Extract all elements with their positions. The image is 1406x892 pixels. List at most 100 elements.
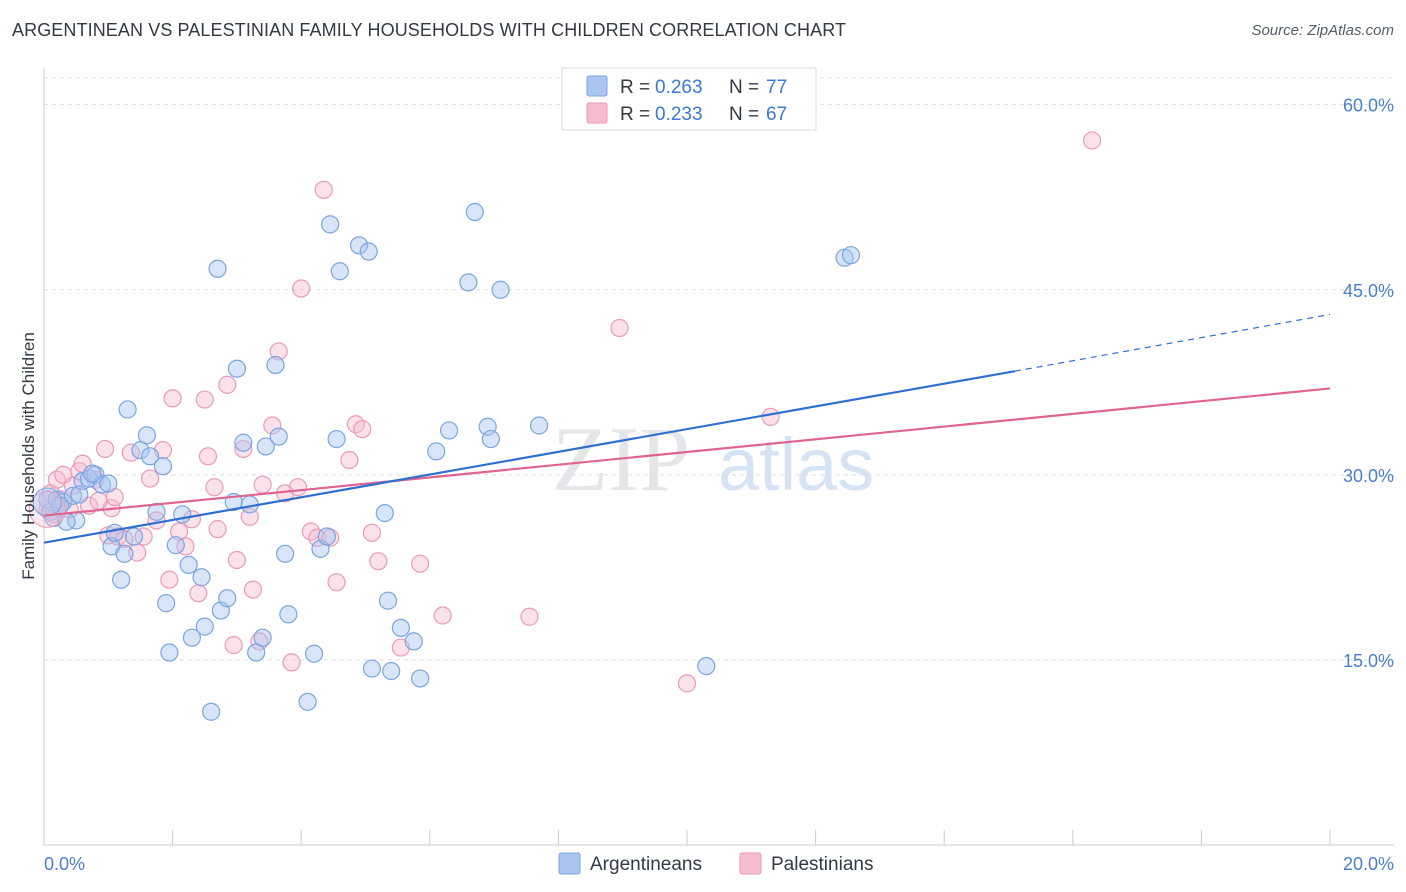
- argentinean-point: [157, 594, 176, 613]
- argentinean-point: [459, 273, 478, 292]
- argentinean-point: [266, 355, 285, 375]
- palestinian-point: [95, 439, 115, 459]
- argentinean-point: [276, 544, 295, 563]
- argentinean-point: [298, 692, 317, 711]
- argentinean-point: [124, 527, 144, 546]
- palestinian-point: [28, 490, 66, 528]
- palestinian-point: [362, 523, 382, 542]
- palestinian-point: [195, 390, 214, 409]
- palestinian-point: [308, 528, 327, 547]
- argentinean-point: [70, 485, 89, 504]
- argentinean-point: [330, 262, 349, 281]
- y-tick-label: 15.0%: [1343, 651, 1394, 671]
- palestinian-point: [205, 478, 224, 497]
- argentinean-point: [269, 427, 288, 446]
- x-tick-label-max: 20.0%: [1343, 854, 1394, 874]
- argentinean-point: [202, 702, 221, 721]
- x-tick-label-min: 0.0%: [44, 854, 85, 874]
- palestinian-point: [610, 318, 629, 338]
- palestinian-point: [176, 537, 195, 556]
- argentinean-point: [195, 617, 214, 636]
- y-tick-label: 30.0%: [1343, 466, 1394, 486]
- argentinean-point: [841, 246, 861, 265]
- argentinean-point: [378, 591, 398, 610]
- palestinian-point: [89, 491, 108, 510]
- argentinean-point: [279, 605, 298, 624]
- palestinian-point: [369, 552, 388, 571]
- argentinean-point: [192, 568, 211, 587]
- palestinian-point: [677, 674, 697, 693]
- argentinean-point: [404, 632, 423, 651]
- palestinian-point: [198, 447, 218, 466]
- palestinian-point: [340, 450, 359, 470]
- argentinean-point: [697, 656, 716, 676]
- argentinean-point: [359, 242, 378, 261]
- palestinian-point: [263, 416, 282, 435]
- argentinean-point: [218, 589, 237, 608]
- legend-r-label-argentineans: R =: [620, 77, 650, 98]
- palestinian-point: [163, 389, 182, 408]
- y-tick-labels: 15.0% 30.0% 45.0% 60.0%: [1343, 96, 1394, 671]
- y-tick-label: 60.0%: [1343, 96, 1394, 116]
- argentinean-point: [465, 202, 484, 222]
- palestinian-point: [140, 469, 160, 488]
- argentinean-point: [182, 628, 201, 647]
- palestinian-point: [224, 636, 243, 655]
- argentinean-point: [304, 644, 324, 663]
- palestinian-point: [243, 580, 263, 599]
- palestinian-point: [314, 180, 333, 199]
- palestinian-point: [269, 342, 288, 361]
- series-legend-label-argentineans[interactable]: Argentineans: [590, 854, 702, 875]
- series-legend-swatch-palestinians[interactable]: [739, 852, 762, 875]
- argentinean-point: [530, 416, 549, 435]
- argentinean-point: [63, 486, 83, 505]
- argentinean-point: [491, 280, 510, 299]
- y-tick-label: 45.0%: [1343, 281, 1394, 301]
- legend-n-value-argentineans: 77: [766, 77, 787, 98]
- argentinean-point: [234, 433, 253, 452]
- source-label: Source: ZipAtlas.com: [1251, 22, 1394, 39]
- palestinian-point: [234, 439, 253, 459]
- argentinean-point: [83, 464, 102, 483]
- palestinian-point: [761, 407, 780, 426]
- argentinean-point: [118, 400, 137, 419]
- series-legend-label-palestinians[interactable]: Palestinians: [771, 854, 873, 875]
- legend-n-value-palestinians: 67: [766, 104, 787, 125]
- data-points: [28, 131, 1102, 721]
- trend-lines: [43, 313, 1331, 544]
- argentinean-point: [227, 359, 246, 378]
- argentinean-point: [105, 523, 124, 542]
- palestinian-point: [189, 584, 208, 603]
- argentinean-trend-extension: [1014, 313, 1331, 372]
- argentinean-point: [179, 555, 198, 575]
- palestinian-point: [160, 570, 179, 589]
- legend-swatch-argentineans: [586, 75, 608, 97]
- palestinian-point: [327, 573, 346, 592]
- series-legend-swatch-argentineans[interactable]: [558, 852, 581, 875]
- axes: [43, 68, 1394, 846]
- palestinian-point: [208, 520, 227, 539]
- argentinean-point: [411, 669, 430, 688]
- stats-legend: R = 0.263 N = 77 R = 0.233 N = 67: [561, 67, 817, 131]
- palestinian-point: [282, 653, 301, 672]
- argentinean-point: [256, 437, 275, 456]
- y-axis-label: Family Households with Children: [19, 332, 38, 580]
- legend-n-label-palestinians: N =: [729, 104, 759, 125]
- palestinian-point: [218, 375, 237, 394]
- argentinean-point: [382, 661, 401, 681]
- grid-lines: [44, 77, 1394, 661]
- argentinean-point: [112, 570, 131, 589]
- argentinean-point: [140, 447, 160, 466]
- series-legend: Argentineans Palestinians: [558, 852, 873, 875]
- palestinian-point: [227, 550, 246, 570]
- argentinean-point: [362, 659, 382, 678]
- legend-r-value-argentineans: 0.263: [655, 77, 703, 98]
- palestinian-point: [253, 475, 272, 494]
- palestinian-point: [433, 606, 452, 625]
- argentinean-point: [253, 628, 272, 647]
- argentinean-point: [427, 442, 446, 461]
- legend-n-label-argentineans: N =: [729, 77, 759, 98]
- argentinean-point: [99, 474, 118, 493]
- legend-r-label-palestinians: R =: [620, 104, 650, 125]
